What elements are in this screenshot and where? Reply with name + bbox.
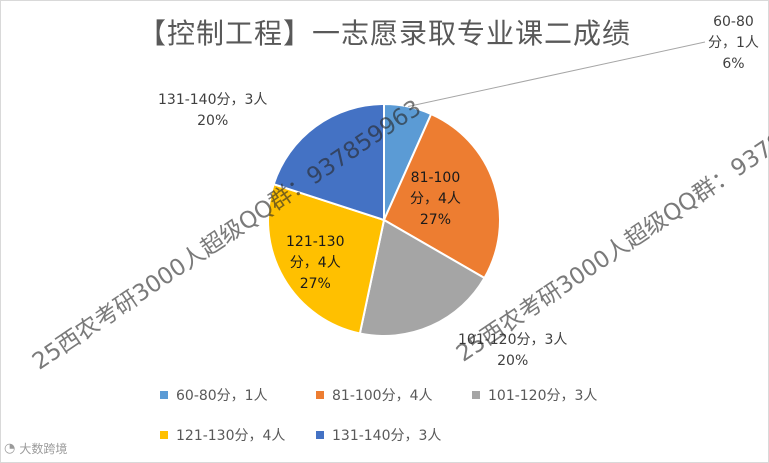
pie-slice-81-100 [382, 112, 501, 280]
chart-title: 【控制工程】一志愿录取专业课二成绩 [137, 17, 631, 50]
legend-item-131-140: 131-140分，3人 [316, 425, 441, 445]
legend-swatch [472, 391, 480, 399]
data-label-60-80-percent: 6% [722, 56, 745, 72]
footer-logo: ◔ 大数跨境 [4, 441, 68, 456]
data-label-60-80-count: 分，1人 [708, 35, 759, 51]
pie-slice-121-130 [267, 182, 386, 335]
legend-item-60-80: 60-80分，1人 [160, 385, 268, 405]
legend-swatch [316, 431, 324, 439]
data-label-121-130: 121-130 分，4人 27% [286, 234, 345, 292]
leader-line [408, 41, 706, 108]
data-label-81-100: 81-100 分，4人 27% [410, 170, 461, 228]
data-label-131-140: 131-140分，3人 20% [158, 92, 268, 129]
legend-item-101-120: 101-120分，3人 [472, 385, 597, 405]
data-label-101-120: 101-120分，3人 20% [458, 332, 568, 369]
legend-item-81-100: 81-100分，4人 [316, 385, 433, 405]
data-label-60-80: 60-80 分，1人 6% [708, 12, 759, 75]
pie-slice-131-140 [272, 102, 385, 222]
legend-swatch [160, 391, 168, 399]
legend-swatch [316, 391, 324, 399]
data-label-60-80-range: 60-80 [713, 14, 754, 30]
pie-slice-101-120 [358, 218, 486, 337]
logo-icon: ◔ [4, 441, 16, 456]
legend-swatch [160, 431, 168, 439]
legend-item-121-130: 121-130分，4人 [160, 425, 285, 445]
